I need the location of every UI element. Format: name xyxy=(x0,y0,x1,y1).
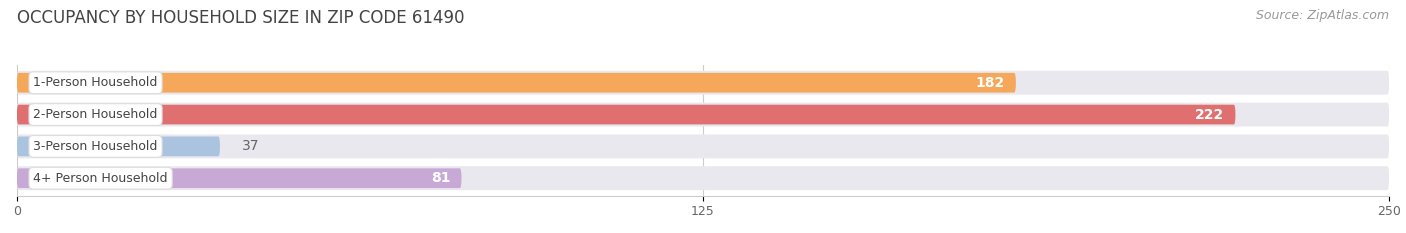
Text: 4+ Person Household: 4+ Person Household xyxy=(34,172,167,185)
FancyBboxPatch shape xyxy=(17,105,1236,124)
FancyBboxPatch shape xyxy=(17,168,461,188)
FancyBboxPatch shape xyxy=(17,73,1017,93)
FancyBboxPatch shape xyxy=(17,71,1389,95)
Text: 182: 182 xyxy=(976,76,1005,90)
Text: Source: ZipAtlas.com: Source: ZipAtlas.com xyxy=(1256,9,1389,22)
FancyBboxPatch shape xyxy=(17,166,1389,190)
FancyBboxPatch shape xyxy=(17,134,1389,158)
Text: 37: 37 xyxy=(242,139,260,153)
Text: OCCUPANCY BY HOUSEHOLD SIZE IN ZIP CODE 61490: OCCUPANCY BY HOUSEHOLD SIZE IN ZIP CODE … xyxy=(17,9,464,27)
Text: 1-Person Household: 1-Person Household xyxy=(34,76,157,89)
FancyBboxPatch shape xyxy=(17,137,219,156)
Text: 2-Person Household: 2-Person Household xyxy=(34,108,157,121)
Text: 222: 222 xyxy=(1195,108,1225,122)
FancyBboxPatch shape xyxy=(17,103,1389,127)
Text: 3-Person Household: 3-Person Household xyxy=(34,140,157,153)
Text: 81: 81 xyxy=(432,171,450,185)
